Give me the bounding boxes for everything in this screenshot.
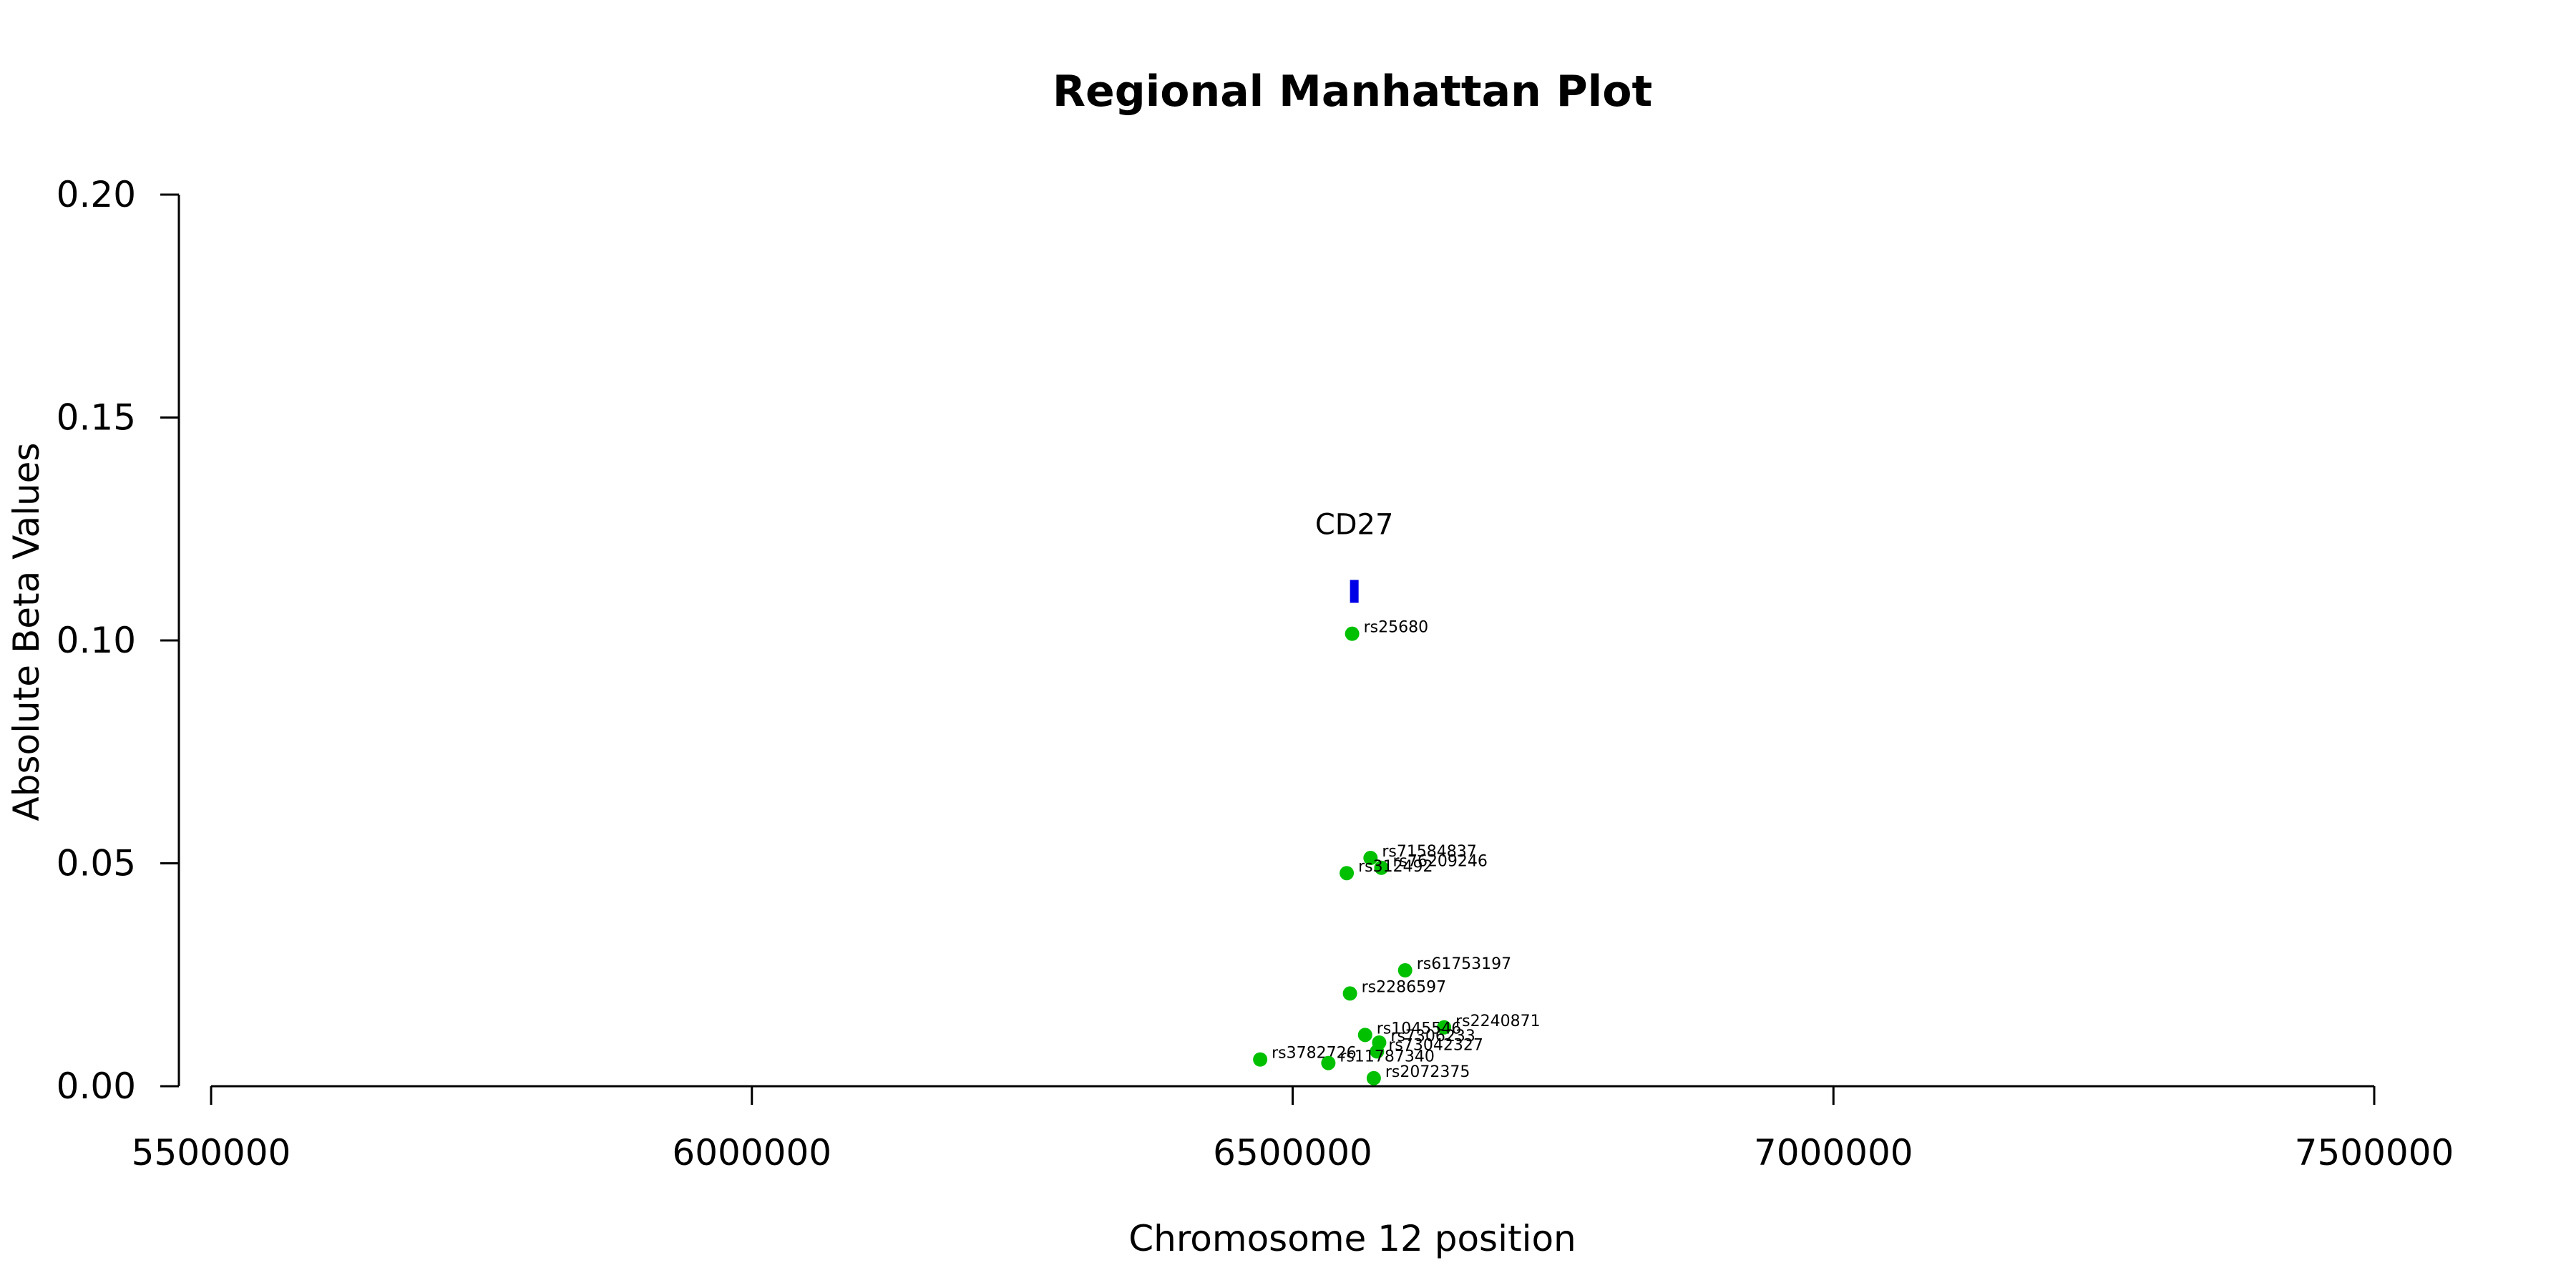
data-point — [1340, 866, 1355, 881]
point-label: rs3782726 — [1272, 1045, 1357, 1063]
point-label: rs7306233 — [1390, 1028, 1475, 1045]
y-tick-label: 0.00 — [57, 1065, 136, 1107]
axes: 5500000 6000000 6500000 7000000 7500000 0.00 0… — [57, 174, 2454, 1174]
point-label: rs1045546 — [1377, 1020, 1462, 1038]
data-point — [1321, 1055, 1336, 1070]
data-point — [1366, 1070, 1381, 1085]
gene-label: CD27 — [1315, 508, 1394, 541]
chart-title: Regional Manhattan Plot — [1053, 67, 1652, 117]
data-point — [1397, 963, 1413, 978]
y-axis-label: Absolute Beta Values — [6, 443, 47, 821]
point-label: rs312492 — [1358, 858, 1433, 876]
point-label: rs2072375 — [1385, 1063, 1470, 1081]
point-label: rs25680 — [1364, 619, 1429, 637]
point-label: rs61753197 — [1417, 955, 1511, 973]
data-point — [1253, 1052, 1268, 1067]
data-point — [1342, 986, 1357, 1001]
y-tick-label: 0.05 — [57, 843, 136, 884]
y-tick-label: 0.15 — [57, 397, 136, 439]
gene-block — [1350, 580, 1359, 603]
data-point — [1374, 860, 1389, 875]
data-point — [1345, 626, 1360, 641]
point-label: rs73042327 — [1388, 1036, 1483, 1054]
y-tick-label: 0.20 — [57, 174, 136, 215]
x-axis-label: Chromosome 12 position — [1128, 1218, 1576, 1259]
point-label: rs71584837 — [1382, 843, 1476, 861]
point-label: rs2286597 — [1362, 978, 1447, 996]
x-tick-label: 7500000 — [2295, 1132, 2454, 1174]
data-point — [1363, 851, 1378, 866]
gene-track: CD27 — [1315, 508, 1394, 603]
x-tick-label: 5500000 — [132, 1132, 291, 1174]
y-tick-label: 0.10 — [57, 620, 136, 661]
point-label: rs11787340 — [1340, 1048, 1434, 1066]
x-tick-label: 6000000 — [672, 1132, 831, 1174]
data-point — [1357, 1028, 1372, 1043]
data-point — [1370, 1044, 1385, 1059]
x-tick-label: 6500000 — [1213, 1132, 1372, 1174]
x-tick-label: 7000000 — [1754, 1132, 1913, 1174]
point-label: rs2240871 — [1455, 1013, 1540, 1030]
data-point — [1437, 1020, 1452, 1035]
point-label: rs76209246 — [1392, 853, 1487, 871]
